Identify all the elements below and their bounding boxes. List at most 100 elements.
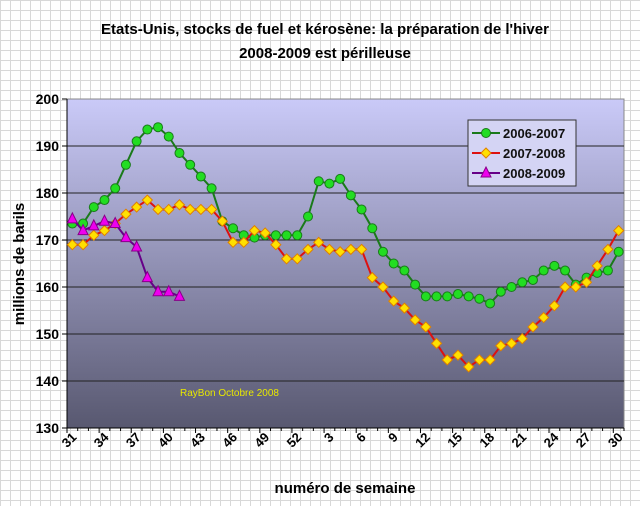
- series-2008-2009: [66, 211, 186, 301]
- legend-marker-icon: [480, 165, 492, 178]
- x-axis-label: numéro de semaine: [275, 480, 416, 497]
- legend-marker-icon: [480, 147, 492, 159]
- data-point: [152, 203, 164, 216]
- data-point: [473, 354, 486, 366]
- x-tick-label: 21: [509, 430, 530, 451]
- chart-title-line2: 2008-2009 est périlleuse: [239, 45, 411, 62]
- y-tick-label: 130: [36, 420, 60, 436]
- data-point: [485, 298, 496, 309]
- data-point: [163, 203, 175, 216]
- series-2006-2007: [67, 122, 624, 309]
- data-point: [580, 276, 593, 289]
- legend-marker-icon: [481, 128, 491, 138]
- data-point: [591, 260, 603, 272]
- data-point: [355, 243, 368, 256]
- data-point: [153, 122, 164, 133]
- x-tick-label: 43: [187, 430, 208, 451]
- data-point: [292, 230, 303, 241]
- y-tick-label: 140: [36, 373, 60, 389]
- data-point: [88, 202, 99, 213]
- legend-label: 2006-2007: [503, 126, 565, 141]
- data-point: [495, 286, 506, 297]
- data-point: [130, 239, 143, 252]
- x-tick-label: 46: [219, 430, 240, 451]
- data-point: [185, 159, 196, 170]
- chart-title-line1: Etats-Unis, stocks de fuel et kérosène: …: [101, 21, 549, 38]
- data-point: [548, 300, 561, 312]
- data-point: [184, 203, 196, 216]
- data-point: [88, 229, 100, 242]
- data-point: [281, 230, 292, 241]
- y-tick-label: 150: [36, 326, 60, 342]
- data-point: [313, 176, 324, 187]
- data-point: [98, 224, 111, 237]
- x-tick-label: 15: [444, 430, 465, 451]
- data-point: [334, 246, 346, 258]
- data-point: [205, 203, 218, 216]
- data-point: [173, 199, 186, 211]
- data-point: [313, 236, 325, 249]
- data-point: [173, 289, 186, 301]
- data-point: [516, 332, 528, 345]
- legend: 2006-2007 2007-2008 2008-2009: [467, 119, 577, 187]
- y-tick-label: 190: [36, 138, 60, 154]
- series-2007-2008: [66, 194, 625, 373]
- data-point: [99, 195, 110, 206]
- data-point: [387, 295, 400, 307]
- data-point: [323, 243, 336, 256]
- data-point: [377, 281, 389, 293]
- data-point: [377, 246, 388, 257]
- data-point: [409, 314, 421, 326]
- data-point: [602, 265, 613, 276]
- legend-label: 2007-2008: [503, 146, 565, 161]
- y-tick-label: 160: [36, 279, 60, 295]
- legend-label: 2008-2009: [503, 166, 565, 181]
- y-tick-label: 200: [36, 91, 60, 107]
- x-tick-label: 27: [573, 430, 594, 451]
- data-point: [345, 243, 357, 256]
- data-point: [398, 302, 411, 314]
- data-point: [399, 265, 410, 276]
- x-tick-label: 3: [321, 430, 337, 446]
- data-point: [420, 291, 431, 302]
- data-point: [110, 183, 121, 194]
- data-point: [570, 281, 582, 293]
- data-point: [388, 258, 399, 269]
- data-point: [495, 340, 507, 352]
- data-point: [291, 253, 304, 265]
- data-point: [142, 124, 153, 135]
- data-point: [216, 215, 229, 227]
- x-tick-label: 24: [541, 429, 562, 450]
- x-tick-label: 12: [412, 430, 433, 451]
- x-tick-label: 30: [605, 430, 626, 451]
- data-point: [120, 208, 132, 220]
- y-tick-label: 170: [36, 232, 60, 248]
- data-point: [613, 246, 624, 257]
- data-point: [367, 223, 378, 234]
- data-point: [474, 293, 485, 304]
- data-point: [141, 270, 154, 283]
- data-point: [227, 236, 239, 249]
- data-point: [335, 173, 346, 184]
- data-point: [463, 291, 474, 302]
- data-point: [430, 337, 443, 350]
- data-point: [345, 190, 356, 201]
- data-point: [602, 243, 614, 256]
- data-point: [527, 321, 539, 333]
- data-point: [366, 271, 378, 284]
- data-point: [206, 183, 217, 194]
- data-point: [537, 311, 550, 324]
- y-tick-label: 180: [36, 185, 60, 201]
- data-point: [452, 349, 464, 361]
- data-point: [560, 265, 571, 276]
- data-point: [98, 214, 111, 226]
- data-point: [238, 236, 250, 249]
- data-point: [506, 282, 517, 292]
- x-tick-label: 37: [123, 430, 144, 451]
- data-point: [303, 211, 314, 222]
- data-point: [120, 230, 132, 243]
- x-tick-label: 40: [155, 430, 176, 451]
- data-point: [66, 238, 79, 251]
- data-point: [259, 227, 271, 239]
